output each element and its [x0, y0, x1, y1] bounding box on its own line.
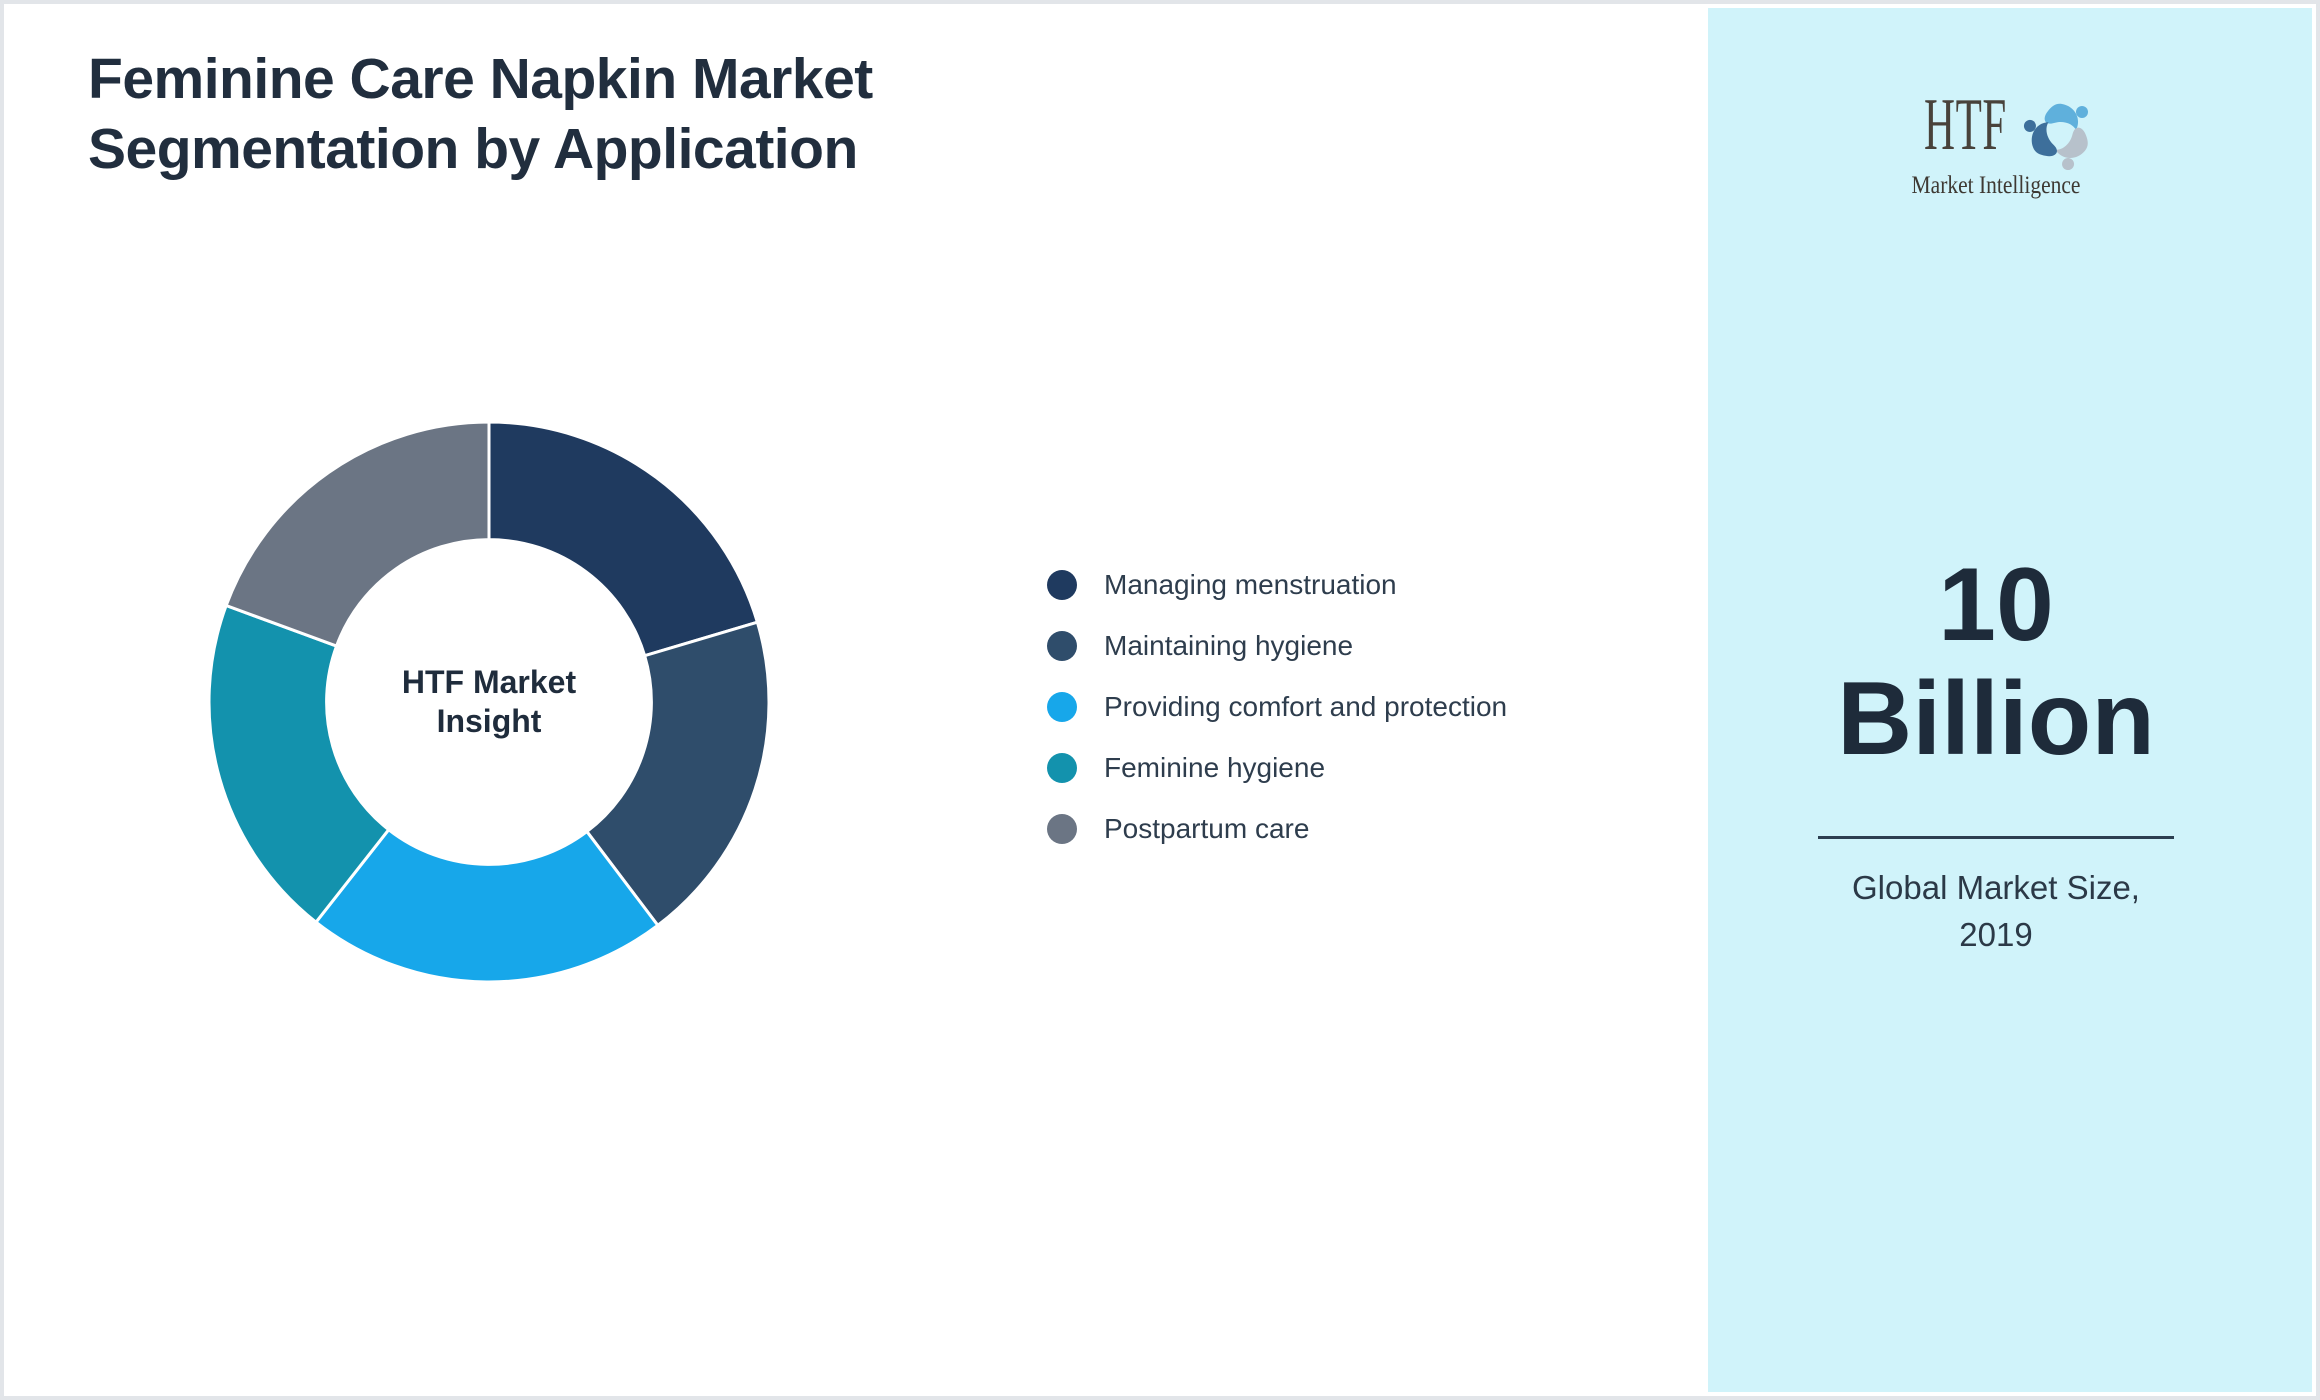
- legend-label: Managing menstruation: [1104, 568, 1397, 600]
- htf-logo-row: HTF: [1708, 88, 2284, 170]
- page-title: Feminine Care Napkin Market Segmentation…: [88, 47, 873, 181]
- donut-slice: [584, 620, 771, 928]
- legend-item: Managing menstruation: [1047, 554, 1507, 615]
- legend-swatch: [1047, 691, 1077, 722]
- donut-slice: [224, 420, 491, 648]
- legend-item: Postpartum care: [1047, 798, 1507, 859]
- sidebar-panel: HTF Market Intelligence 10 Billion Globa…: [1708, 8, 2312, 1392]
- htf-logo-swirl-icon: [2024, 103, 2089, 170]
- sidebar-content: HTF Market Intelligence 10 Billion Globa…: [1708, 8, 2284, 1392]
- legend-item: Feminine hygiene: [1047, 737, 1507, 798]
- legend-swatch: [1047, 569, 1077, 600]
- market-size-caption: Global Market Size, 2019: [1852, 869, 2140, 953]
- legend-item: Providing comfort and protection: [1047, 676, 1507, 737]
- donut-slice: [207, 603, 391, 925]
- htf-logo: HTF Market Intelligence: [1708, 88, 2284, 200]
- htf-logo-text: HTF: [1923, 84, 2007, 166]
- legend-swatch: [1047, 630, 1077, 661]
- donut-slice: [487, 420, 760, 658]
- legend-label: Maintaining hygiene: [1104, 629, 1354, 661]
- legend-swatch: [1047, 813, 1077, 844]
- legend-swatch: [1047, 752, 1077, 783]
- divider-line: [1818, 836, 2174, 839]
- donut-chart: HTF Market Insight: [189, 402, 789, 1002]
- donut-chart-svg: [207, 420, 771, 984]
- chart-legend: Managing menstruation Maintaining hygiene…: [1047, 554, 1507, 859]
- legend-item: Maintaining hygiene: [1047, 615, 1507, 676]
- donut-slice: [313, 827, 660, 984]
- legend-label: Providing comfort and protection: [1104, 690, 1508, 722]
- main-panel: Feminine Care Napkin Market Segmentation…: [4, 4, 1708, 1396]
- htf-logo-subtext: Market Intelligence: [1911, 172, 2081, 199]
- market-size-value: 10 Billion: [1837, 547, 2155, 777]
- legend-label: Postpartum care: [1104, 812, 1310, 844]
- legend-label: Feminine hygiene: [1104, 751, 1326, 783]
